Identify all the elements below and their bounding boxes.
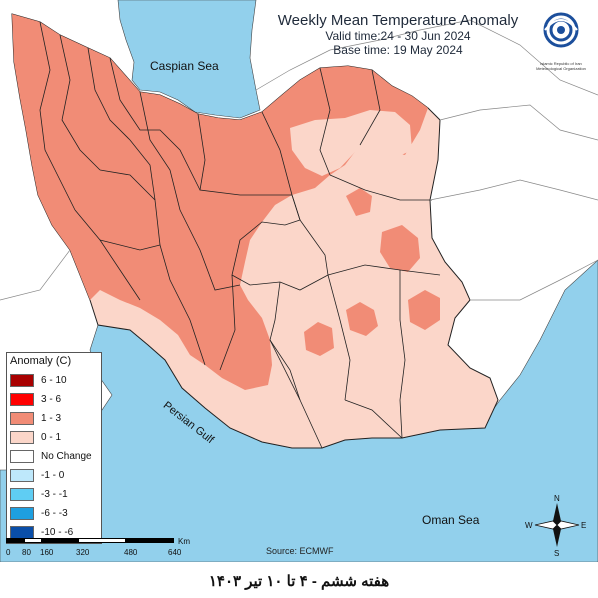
legend-swatch [10, 487, 34, 501]
organization-logo: Islamic Republic of Iran Meteorological … [530, 8, 592, 80]
title-block: Weekly Mean Temperature Anomaly Valid ti… [248, 12, 548, 57]
legend-item: 1 - 3 [10, 411, 61, 425]
legend-item: -3 - -1 [10, 487, 68, 501]
anomaly-legend: Anomaly (C) 6 - 10 3 - 6 1 - 3 0 - 1 No Chan… [6, 352, 102, 544]
legend-item: 3 - 6 [10, 392, 61, 406]
legend-label: 0 - 1 [41, 431, 62, 443]
legend-swatch [10, 430, 34, 444]
scale-tick: 80 [22, 548, 31, 557]
legend-swatch [10, 506, 34, 520]
compass-north-arrow [553, 503, 561, 525]
scale-tick: 480 [124, 548, 138, 557]
anomaly-patch-1-3-south [346, 302, 378, 336]
legend-swatch [10, 525, 34, 539]
anomaly-patch-1-3-centre2 [346, 188, 372, 216]
legend-item: -10 - -6 [10, 525, 73, 539]
scale-bar: 0 80 160 320 480 640 Km [6, 537, 210, 558]
legend-item: 6 - 10 [10, 373, 67, 387]
legend-label: 1 - 3 [41, 412, 62, 424]
compass-west-arrow [534, 520, 558, 530]
anomaly-patch-0-1-centre [250, 226, 305, 272]
valid-time: Valid time:24 - 30 Jun 2024 [325, 29, 471, 43]
legend-label: -1 - 0 [41, 469, 65, 481]
neighbour-borders [0, 19, 598, 301]
scale-tick: 640 [168, 548, 182, 557]
week-caption: هفته ششم - ۴ تا ۱۰ تیر ۱۴۰۳ [208, 573, 390, 590]
legend-label: 6 - 10 [41, 374, 67, 386]
province-borders [39, 21, 441, 449]
legend-item: -1 - 0 [10, 468, 64, 482]
logo-text: Islamic Republic of Iran Meteorological … [536, 61, 586, 71]
scale-unit: Km [178, 537, 190, 546]
legend-swatch [10, 449, 34, 463]
legend-item: -6 - -3 [10, 506, 68, 520]
legend-label: No Change [41, 450, 92, 462]
anomaly-map: Caspian Sea Persian Gulf Oman Sea N S E … [0, 0, 598, 562]
base-time: Base time: 19 May 2024 [333, 43, 463, 57]
scale-segment [6, 538, 24, 543]
legend-label: 3 - 6 [41, 393, 62, 405]
anomaly-patch-1-3-southeast [408, 290, 440, 330]
anomaly-zone-1-3 [12, 14, 428, 390]
data-source: Source: ECMWF [266, 546, 334, 556]
compass-n-label: N [554, 494, 560, 503]
caspian-sea-label: Caspian Sea [150, 59, 219, 73]
scale-segment [78, 538, 126, 543]
compass-rose: N S E W [525, 494, 586, 558]
map-title: Weekly Mean Temperature Anomaly [277, 12, 519, 29]
compass-south-arrow [553, 525, 561, 547]
legend-swatch [10, 373, 34, 387]
compass-s-label: S [554, 549, 559, 558]
anomaly-patch-1-3-east [380, 225, 420, 272]
legend-label: -6 - -3 [41, 507, 68, 519]
scale-tick: 160 [40, 548, 54, 557]
legend-swatch [10, 392, 34, 406]
anomaly-patch-1-3-south2 [304, 322, 334, 356]
legend-item: No Change [10, 449, 92, 463]
scale-tick: 320 [76, 548, 90, 557]
scale-segment [42, 538, 78, 543]
legend-title: Anomaly (C) [10, 355, 72, 367]
legend-label: -10 - -6 [41, 526, 74, 538]
compass-e-label: E [581, 521, 586, 530]
oman-sea-label: Oman Sea [422, 513, 480, 527]
legend-label: -3 - -1 [41, 488, 68, 500]
anomaly-patch-0-1-north [290, 110, 412, 176]
scale-segment [24, 538, 42, 543]
legend-swatch [10, 411, 34, 425]
legend-item: 0 - 1 [10, 430, 61, 444]
scale-tick: 0 [6, 548, 11, 557]
legend-swatch [10, 468, 34, 482]
logo-mark-icon [543, 12, 579, 48]
compass-w-label: W [525, 521, 533, 530]
scale-segment [126, 538, 174, 543]
